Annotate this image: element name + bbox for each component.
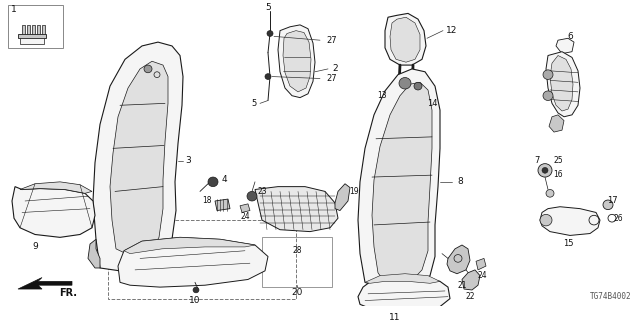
- Polygon shape: [110, 61, 168, 257]
- Polygon shape: [124, 237, 255, 254]
- Bar: [108, 220, 296, 299]
- Text: 20: 20: [291, 288, 303, 297]
- Text: 27: 27: [326, 36, 337, 45]
- Circle shape: [144, 65, 152, 73]
- Text: 17: 17: [607, 196, 618, 205]
- Polygon shape: [18, 35, 46, 38]
- Bar: [8, 5, 63, 48]
- Polygon shape: [476, 259, 486, 270]
- Bar: [262, 237, 332, 287]
- Polygon shape: [18, 277, 72, 289]
- Polygon shape: [20, 182, 92, 193]
- Text: FR.: FR.: [59, 288, 77, 298]
- Circle shape: [414, 82, 422, 90]
- Polygon shape: [546, 52, 580, 117]
- Text: TG74B4002: TG74B4002: [590, 292, 632, 300]
- Circle shape: [247, 191, 257, 201]
- Polygon shape: [335, 184, 350, 211]
- Polygon shape: [447, 245, 470, 274]
- Text: 13: 13: [377, 91, 387, 100]
- Text: 12: 12: [446, 26, 458, 35]
- Polygon shape: [549, 115, 564, 132]
- Text: 28: 28: [292, 246, 301, 255]
- Circle shape: [546, 189, 554, 197]
- Circle shape: [208, 177, 218, 187]
- Polygon shape: [358, 69, 440, 290]
- Text: 23: 23: [257, 187, 267, 196]
- Polygon shape: [358, 277, 450, 312]
- Text: 7: 7: [534, 156, 540, 165]
- Polygon shape: [118, 237, 268, 287]
- Text: 21: 21: [457, 281, 467, 290]
- Circle shape: [265, 74, 271, 79]
- Text: 4: 4: [221, 175, 227, 184]
- Circle shape: [540, 214, 552, 226]
- Text: 10: 10: [189, 296, 201, 305]
- Text: 6: 6: [567, 32, 573, 41]
- Polygon shape: [255, 187, 338, 232]
- Text: 27: 27: [326, 74, 337, 83]
- Polygon shape: [283, 31, 311, 92]
- Circle shape: [399, 77, 411, 89]
- Polygon shape: [12, 187, 95, 237]
- Polygon shape: [372, 82, 432, 282]
- Circle shape: [538, 164, 552, 177]
- Polygon shape: [385, 13, 426, 65]
- Text: 18: 18: [202, 196, 212, 205]
- Polygon shape: [42, 25, 45, 35]
- Text: 25: 25: [553, 156, 563, 165]
- Polygon shape: [20, 38, 44, 44]
- Polygon shape: [27, 25, 30, 35]
- Text: 15: 15: [563, 239, 573, 248]
- Polygon shape: [390, 17, 420, 62]
- Text: 26: 26: [613, 214, 623, 223]
- Text: 5: 5: [265, 3, 271, 12]
- Circle shape: [542, 167, 548, 173]
- Polygon shape: [556, 38, 574, 53]
- Circle shape: [543, 91, 553, 100]
- Polygon shape: [215, 199, 230, 211]
- Polygon shape: [462, 270, 480, 290]
- Polygon shape: [550, 55, 573, 111]
- Text: 11: 11: [389, 313, 401, 320]
- Text: 2: 2: [332, 64, 338, 73]
- Polygon shape: [88, 239, 100, 268]
- Text: 16: 16: [553, 170, 563, 179]
- Text: 9: 9: [32, 243, 38, 252]
- Polygon shape: [540, 207, 600, 236]
- Text: 24: 24: [477, 271, 487, 280]
- Text: 19: 19: [349, 187, 359, 196]
- Polygon shape: [240, 204, 250, 212]
- Polygon shape: [32, 25, 35, 35]
- Text: 8: 8: [457, 177, 463, 186]
- Polygon shape: [37, 25, 40, 35]
- Text: 5: 5: [252, 99, 257, 108]
- Text: 1: 1: [11, 5, 17, 14]
- Polygon shape: [278, 25, 315, 98]
- Polygon shape: [22, 25, 25, 35]
- Polygon shape: [93, 42, 183, 271]
- Text: 22: 22: [465, 292, 475, 301]
- Polygon shape: [365, 274, 440, 283]
- Text: 24: 24: [240, 212, 250, 221]
- Text: 3: 3: [185, 156, 191, 165]
- Text: 14: 14: [427, 99, 437, 108]
- Circle shape: [193, 287, 199, 293]
- Circle shape: [543, 70, 553, 79]
- Circle shape: [603, 200, 613, 210]
- Circle shape: [267, 31, 273, 36]
